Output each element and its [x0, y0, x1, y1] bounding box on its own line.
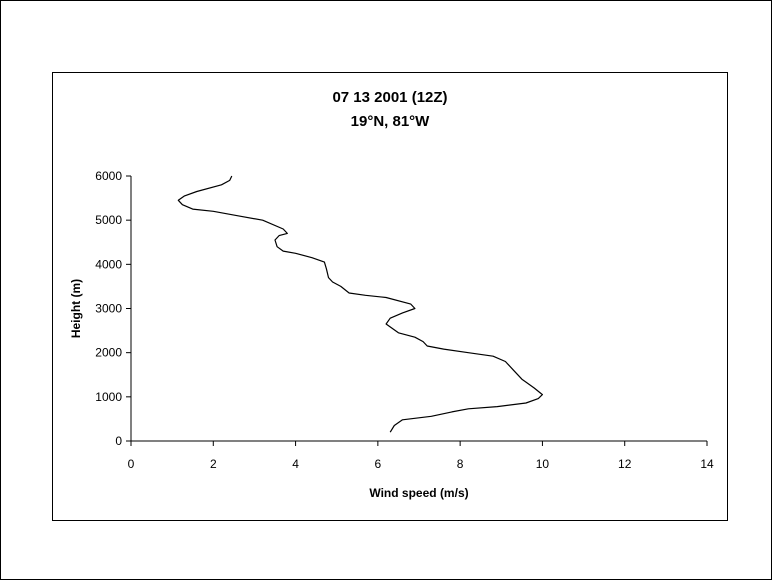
x-tick-label: 8: [457, 457, 464, 471]
chart-frame: 07 13 2001 (12Z) 19°N, 81°W: [52, 72, 728, 521]
y-tick-label: 2000: [95, 346, 122, 360]
chart-subtitle: 19°N, 81°W: [350, 113, 430, 130]
x-tick-label: 14: [700, 457, 714, 471]
x-tick-label: 12: [618, 457, 632, 471]
x-tick-label: 0: [128, 457, 135, 471]
x-tick-label: 2: [210, 457, 217, 471]
x-axis-title: Wind speed (m/s): [369, 486, 468, 500]
x-tick-label: 6: [375, 457, 382, 471]
y-tick-label: 1000: [95, 390, 122, 404]
x-tick-label: 4: [292, 457, 299, 471]
y-tick-label: 5000: [95, 213, 122, 227]
series-line: [177, 175, 543, 433]
y-tick-label: 4000: [95, 257, 122, 271]
x-tick-label: 10: [536, 457, 550, 471]
x-ticks: 0 2 4 6 8 10 12 14: [128, 441, 714, 471]
chart-title: 07 13 2001 (12Z): [332, 89, 448, 106]
y-tick-label: 3000: [95, 302, 122, 316]
y-tick-label: 6000: [95, 169, 122, 183]
y-ticks: 0 1000 2000 3000 4000 5000 6000: [95, 169, 131, 448]
y-tick-label: 0: [115, 434, 122, 448]
y-axis-title: Height (m): [69, 279, 83, 338]
